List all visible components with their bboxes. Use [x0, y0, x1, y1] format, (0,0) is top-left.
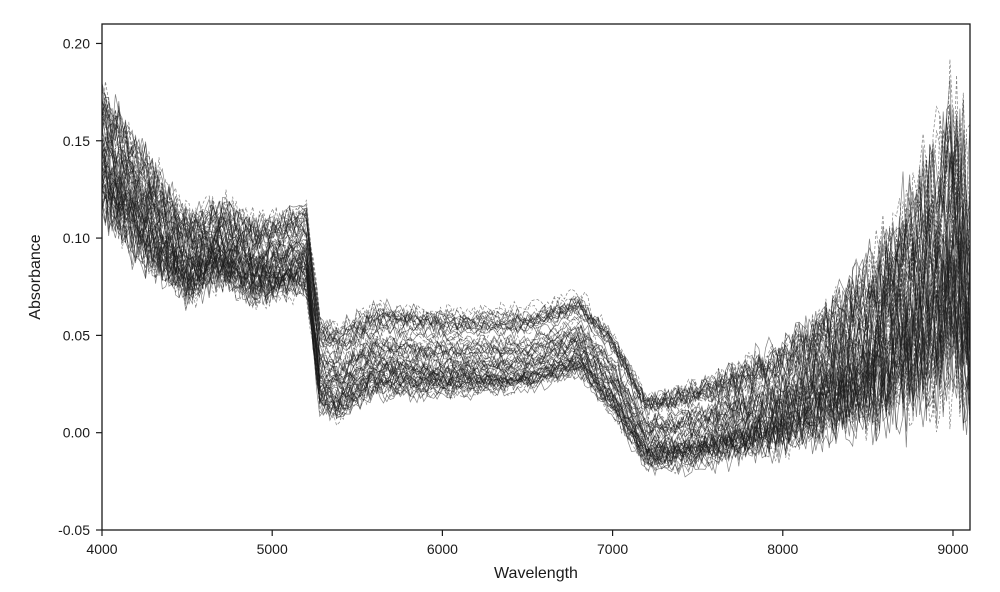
x-tick-label: 7000	[597, 541, 628, 557]
spectra-series-group	[102, 59, 970, 477]
spectra-svg: 4000 5000 6000 7000 8000 9000 -0.05 0.00 0.05 0.…	[0, 0, 1000, 592]
x-tick-label: 6000	[427, 541, 458, 557]
x-ticks: 4000 5000 6000 7000 8000 9000	[86, 530, 968, 557]
y-tick-label: 0.15	[63, 133, 90, 149]
y-tick-label: 0.05	[63, 327, 90, 343]
y-tick-label: 0.00	[63, 425, 90, 441]
x-tick-label: 5000	[257, 541, 288, 557]
x-axis-label: Wavelength	[494, 565, 578, 582]
x-tick-label: 8000	[767, 541, 798, 557]
y-tick-label: 0.20	[63, 35, 90, 51]
spectra-chart: 4000 5000 6000 7000 8000 9000 -0.05 0.00 0.05 0.…	[0, 0, 1000, 592]
x-tick-label: 9000	[937, 541, 968, 557]
y-ticks: -0.05 0.00 0.05 0.10 0.15 0.20	[58, 35, 102, 538]
y-tick-label: -0.05	[58, 522, 90, 538]
x-tick-label: 4000	[86, 541, 117, 557]
y-axis-label: Absorbance	[27, 234, 44, 319]
y-tick-label: 0.10	[63, 230, 90, 246]
